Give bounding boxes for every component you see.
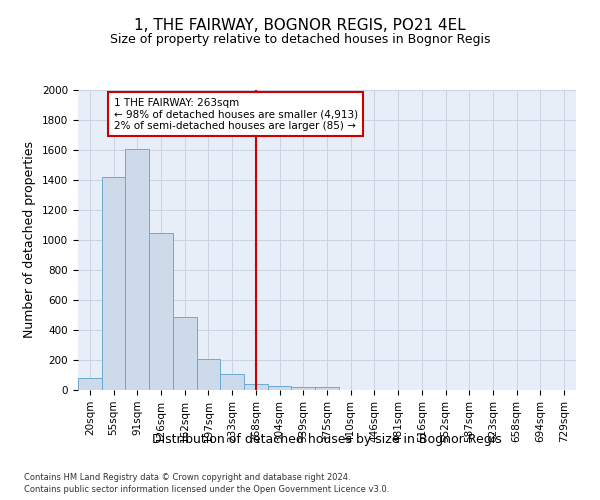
Bar [197,359,220,390]
Text: Contains HM Land Registry data © Crown copyright and database right 2024.: Contains HM Land Registry data © Crown c… [24,472,350,482]
Text: Size of property relative to detached houses in Bognor Regis: Size of property relative to detached ho… [110,32,490,46]
Bar [149,232,173,390]
Text: Distribution of detached houses by size in Bognor Regis: Distribution of detached houses by size … [152,432,502,446]
Y-axis label: Number of detached properties: Number of detached properties [23,142,37,338]
Bar [173,316,197,390]
Bar [125,148,149,390]
Text: 1 THE FAIRWAY: 263sqm
← 98% of detached houses are smaller (4,913)
2% of semi-de: 1 THE FAIRWAY: 263sqm ← 98% of detached … [113,98,358,130]
Bar [315,387,339,390]
Bar [220,374,244,390]
Text: 1, THE FAIRWAY, BOGNOR REGIS, PO21 4EL: 1, THE FAIRWAY, BOGNOR REGIS, PO21 4EL [134,18,466,32]
Bar [292,386,315,390]
Bar [268,386,292,390]
Bar [78,378,102,390]
Text: Contains public sector information licensed under the Open Government Licence v3: Contains public sector information licen… [24,485,389,494]
Bar [244,384,268,390]
Bar [102,177,125,390]
